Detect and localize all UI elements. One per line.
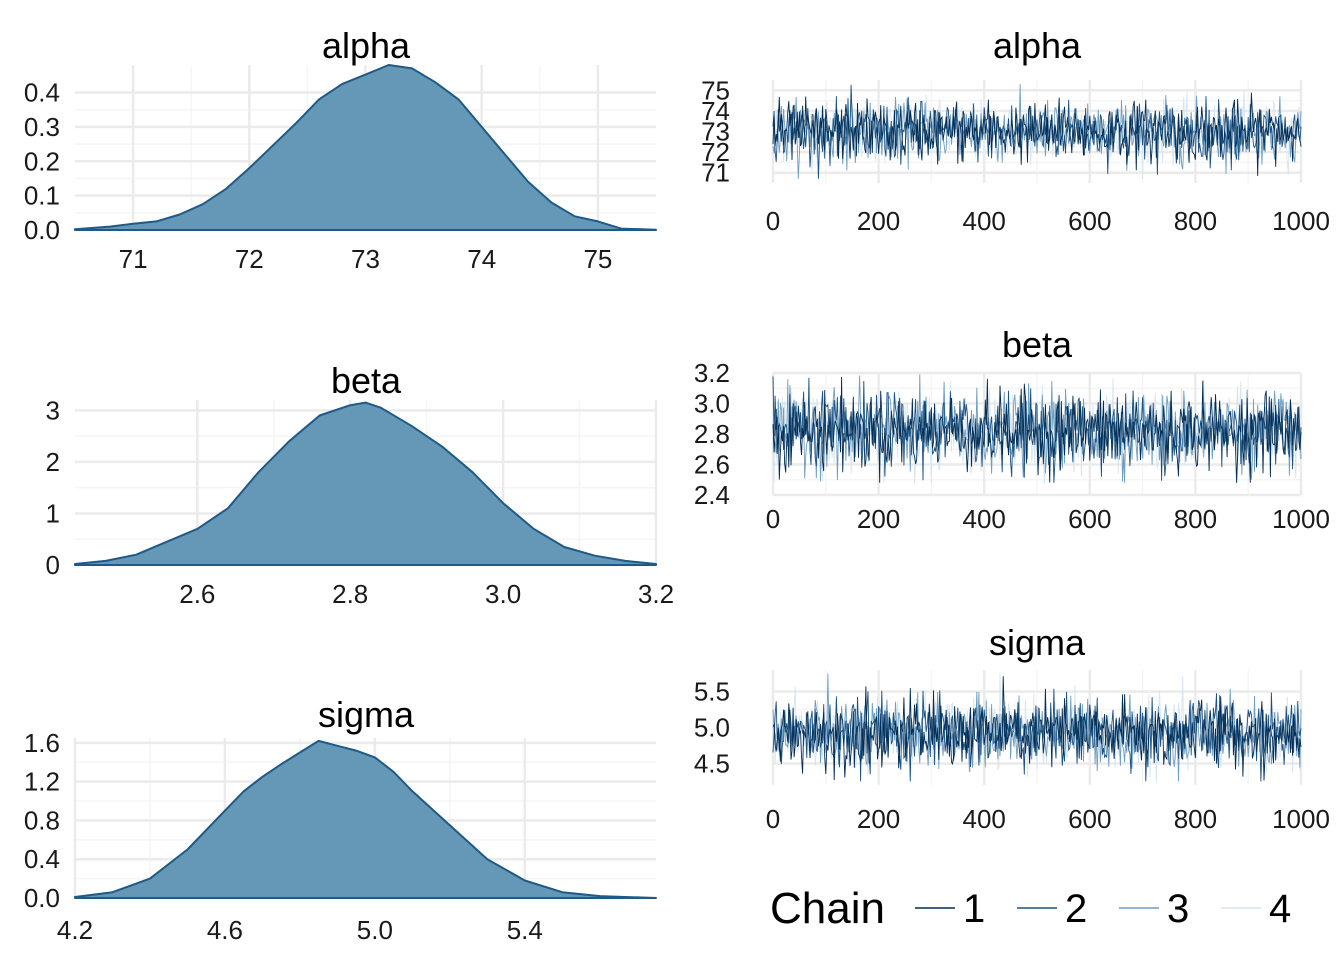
y-tick-label: 71 — [701, 158, 730, 188]
y-tick-label: 0.0 — [24, 215, 60, 245]
x-tick-label: 800 — [1174, 504, 1217, 534]
y-tick-label: 1.2 — [24, 767, 60, 797]
legend-label-chain-1: 1 — [963, 887, 985, 931]
y-tick-label: 3.0 — [694, 389, 730, 419]
legend-label-chain-2: 2 — [1065, 887, 1087, 931]
x-tick-label: 4.2 — [57, 915, 93, 945]
x-tick-label: 1000 — [1272, 804, 1330, 834]
x-tick-label: 5.0 — [357, 915, 393, 945]
x-tick-label: 800 — [1174, 206, 1217, 236]
legend-title: Chain — [770, 884, 885, 933]
x-tick-label: 4.6 — [207, 915, 243, 945]
y-tick-label: 0.8 — [24, 805, 60, 835]
chain-legend: Chain 1 2 3 4 — [770, 884, 1291, 933]
y-tick-label: 74 — [701, 96, 730, 126]
y-tick-label: 0.1 — [24, 181, 60, 211]
x-tick-label: 2.8 — [332, 579, 368, 609]
y-tick-label: 0.3 — [24, 112, 60, 142]
y-tick-label: 0 — [46, 550, 60, 580]
density-area — [74, 739, 657, 899]
x-tick-label: 73 — [351, 244, 380, 274]
x-tick-label: 5.4 — [507, 915, 543, 945]
y-tick-label: 3 — [46, 395, 60, 425]
x-tick-label: 0 — [766, 804, 780, 834]
y-tick-label: 3.2 — [694, 358, 730, 388]
panel-alpha-density: alpha 71 72 73 74 75 0.0 0.1 0.2 0.3 0.4 — [24, 25, 657, 274]
x-tick-label: 200 — [857, 804, 900, 834]
x-tick-label: 3.0 — [485, 579, 521, 609]
x-tick-label: 3.2 — [638, 579, 674, 609]
x-tick-label: 400 — [963, 804, 1006, 834]
panel-beta-density: beta 2.6 2.8 3.0 3.2 0 1 2 3 — [46, 360, 675, 609]
panel-beta-trace: beta 0 200 400 600 800 1000 2.42.62.83.03.2 — [694, 324, 1330, 534]
x-tick-label: 75 — [583, 244, 612, 274]
y-tick-label: 5.0 — [694, 713, 730, 743]
trace-chain-1 — [772, 376, 1302, 483]
density-area — [74, 401, 657, 566]
x-tick-label: 72 — [235, 244, 264, 274]
panel-title: alpha — [993, 25, 1082, 66]
y-tick-label: 1 — [46, 498, 60, 528]
panel-sigma-trace: sigma 0 200 400 600 800 1000 4.5 5.0 5.5 — [694, 622, 1330, 834]
x-tick-label: 400 — [963, 504, 1006, 534]
x-tick-label: 600 — [1068, 206, 1111, 236]
y-tick-label: 2.6 — [694, 450, 730, 480]
x-tick-label: 1000 — [1272, 206, 1330, 236]
x-tick-label: 0 — [766, 504, 780, 534]
y-tick-label: 0.0 — [24, 883, 60, 913]
trace-chain-1 — [772, 676, 1302, 781]
y-tick-label: 0.2 — [24, 146, 60, 176]
y-tick-label: 2.4 — [694, 480, 730, 510]
y-tick-label: 5.5 — [694, 677, 730, 707]
y-tick-label: 0.4 — [24, 78, 60, 108]
x-tick-label: 600 — [1068, 804, 1111, 834]
y-tick-label: 0.4 — [24, 844, 60, 874]
y-tick-label: 2.8 — [694, 419, 730, 449]
x-tick-label: 1000 — [1272, 504, 1330, 534]
legend-label-chain-3: 3 — [1167, 887, 1189, 931]
x-tick-label: 74 — [467, 244, 496, 274]
x-tick-label: 2.6 — [179, 579, 215, 609]
y-tick-label: 75 — [701, 75, 730, 105]
density-area — [74, 64, 657, 231]
panel-title: alpha — [322, 25, 411, 66]
y-tick-label: 72 — [701, 137, 730, 167]
x-tick-label: 800 — [1174, 804, 1217, 834]
legend-label-chain-4: 4 — [1269, 887, 1291, 931]
y-tick-label: 4.5 — [694, 748, 730, 778]
x-tick-label: 71 — [119, 244, 148, 274]
panel-title: beta — [331, 360, 402, 401]
y-tick-label: 1.6 — [24, 728, 60, 758]
y-tick-label: 2 — [46, 447, 60, 477]
x-tick-label: 200 — [857, 504, 900, 534]
panel-title: sigma — [318, 694, 415, 735]
x-tick-label: 200 — [857, 206, 900, 236]
panel-title: beta — [1002, 324, 1073, 365]
trace-chain-1 — [772, 92, 1302, 177]
panel-sigma-density: sigma 4.2 4.6 5.0 5.4 0.0 0.4 0.8 1.2 1.6 — [24, 694, 657, 945]
panel-title: sigma — [989, 622, 1086, 663]
x-tick-label: 0 — [766, 206, 780, 236]
x-tick-label: 400 — [963, 206, 1006, 236]
x-tick-label: 600 — [1068, 504, 1111, 534]
y-tick-label: 73 — [701, 117, 730, 147]
